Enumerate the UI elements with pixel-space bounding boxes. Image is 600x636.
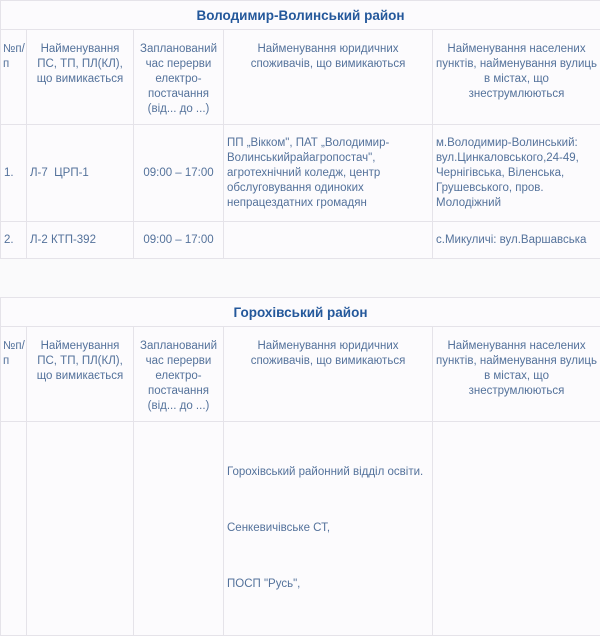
table-header-row: №п/п Найменування ПС, ТП, ПЛ(КЛ), що вим… (1, 327, 600, 422)
cell-consumers: Горохівський районний відділ освіти. Сен… (224, 422, 433, 636)
column-header-line: Найменування ПС, ТП, ПЛ(КЛ), що вимикаєт… (27, 327, 134, 422)
cell-row-number: 1. (1, 125, 27, 222)
outage-table-horokhivskyi: Горохівський район №п/п Найменування ПС,… (0, 297, 600, 636)
cell-line-name-empty (27, 422, 134, 636)
cell-settlements: с.Микуличі: вул.Варшавська (433, 222, 600, 259)
column-header-time: Запланований час перерви електро-постача… (134, 327, 224, 422)
column-header-settlements: Найменування населених пунктів, найменув… (433, 327, 600, 422)
column-header-num: №п/п (1, 30, 27, 125)
column-header-time: Запланований час перерви електро-постача… (134, 30, 224, 125)
cell-settlements: м.Володимир-Волинський: вул.Цинкаловсько… (433, 125, 600, 222)
cell-row-number: 2. (1, 222, 27, 259)
table-row: 2. Л-2 КТП-392 09:00 – 17:00 с.Микуличі:… (1, 222, 600, 259)
column-header-line: Найменування ПС, ТП, ПЛ(КЛ), що вимикаєт… (27, 30, 134, 125)
section-title: Горохівський район (1, 298, 600, 327)
cell-settlements-empty (433, 422, 600, 636)
consumer-paragraph: ПОСП "Русь", (227, 577, 429, 592)
consumer-paragraph: Сенкевичівське СТ, (227, 521, 429, 536)
cell-consumers-empty (224, 222, 433, 259)
table-header-row: №п/п Найменування ПС, ТП, ПЛ(КЛ), що вим… (1, 30, 600, 125)
cell-outage-time: 09:00 – 17:00 (134, 222, 224, 259)
section-title-row: Володимир-Волинський район (1, 1, 600, 30)
outage-table-volodymyr-volynskyi: Володимир-Волинський район №п/п Найменув… (0, 0, 600, 259)
table-row: 1. Л-7 ЦРП-1 09:00 – 17:00 ПП „Вікком", … (1, 125, 600, 222)
consumer-paragraph: Горохівський районний відділ освіти. (227, 465, 429, 480)
cell-line-name: Л-2 КТП-392 (27, 222, 134, 259)
cell-line-name: Л-7 ЦРП-1 (27, 125, 134, 222)
column-header-num: №п/п (1, 327, 27, 422)
section-title-row: Горохівський район (1, 298, 600, 327)
cell-outage-time: 09:00 – 17:00 (134, 125, 224, 222)
cell-outage-time-empty (134, 422, 224, 636)
column-header-consumers: Найменування юридичних споживачів, що ви… (224, 327, 433, 422)
cell-consumers: ПП „Вікком", ПАТ „Володимир-Волинськийра… (224, 125, 433, 222)
table-row: Горохівський районний відділ освіти. Сен… (1, 422, 600, 636)
cell-row-number-empty (1, 422, 27, 636)
section-title: Володимир-Волинський район (1, 1, 600, 30)
column-header-consumers: Найменування юридичних споживачів, що ви… (224, 30, 433, 125)
column-header-settlements: Найменування населених пунктів, найменув… (433, 30, 600, 125)
